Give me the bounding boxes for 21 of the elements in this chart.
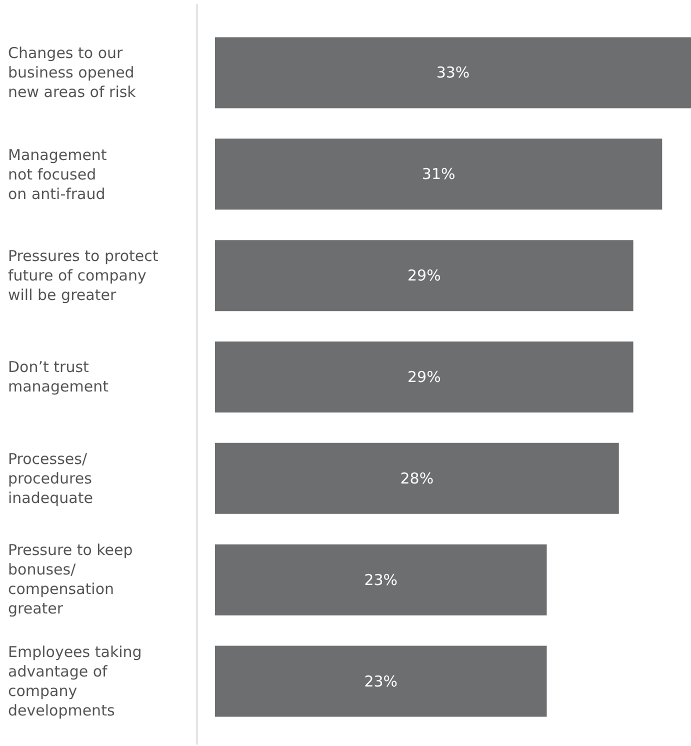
y-tick-label: Don’t trust management [8,358,109,396]
data-label: 33% [436,64,470,82]
y-tick-label: Pressure to keep bonuses/ compensation greater [8,541,133,618]
bar [215,240,634,312]
data-label: 23% [364,672,398,690]
bar [215,342,634,412]
bar [215,37,691,108]
data-label: 28% [400,469,434,488]
y-tick-label: Management not focused on anti-fraud [8,146,107,203]
data-label: 29% [407,266,441,285]
bar [215,544,547,616]
data-label: 31% [422,165,456,184]
y-tick-label: Processes/ procedures inadequate [8,450,93,507]
data-label: 29% [407,368,441,386]
bar [215,442,619,514]
y-tick-label: Changes to our business opened new areas of risk [8,44,136,101]
y-tick-label: Employees taking advantage of company developments [8,643,142,720]
bar [215,646,547,717]
bar [215,138,662,210]
y-tick-label: Pressures to protect future of company will be greater [8,247,158,304]
data-label: 23% [364,570,398,589]
